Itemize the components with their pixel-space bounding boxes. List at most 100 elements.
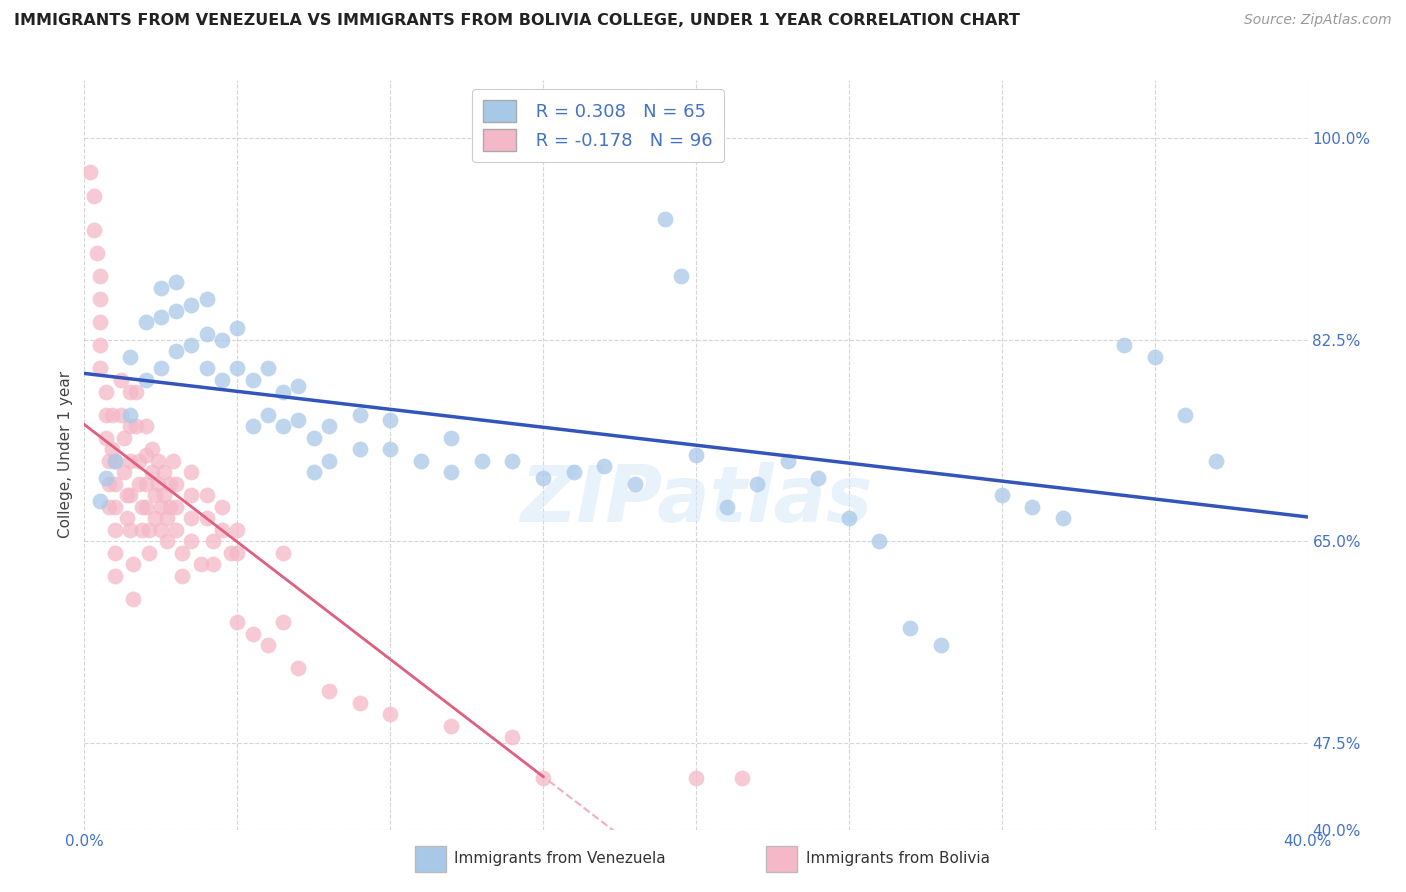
- Point: [211, 523, 233, 537]
- Point: [226, 546, 249, 560]
- Point: [440, 719, 463, 733]
- Point: [135, 315, 157, 329]
- Text: Immigrants from Venezuela: Immigrants from Venezuela: [454, 852, 666, 866]
- Point: [97, 500, 120, 514]
- Point: [1052, 511, 1074, 525]
- Point: [112, 465, 135, 479]
- Point: [531, 771, 554, 785]
- Point: [101, 408, 124, 422]
- Point: [125, 384, 148, 399]
- Point: [1143, 350, 1166, 364]
- Point: [94, 431, 117, 445]
- Point: [271, 615, 294, 629]
- Point: [271, 419, 294, 434]
- Point: [89, 361, 111, 376]
- Point: [128, 476, 150, 491]
- Point: [120, 408, 142, 422]
- Point: [302, 431, 325, 445]
- Point: [195, 488, 218, 502]
- Point: [349, 696, 371, 710]
- Point: [146, 476, 169, 491]
- Point: [153, 465, 176, 479]
- Point: [502, 453, 524, 467]
- Point: [149, 500, 172, 514]
- Point: [89, 315, 111, 329]
- Point: [318, 684, 340, 698]
- Point: [502, 731, 524, 745]
- Point: [776, 453, 799, 467]
- Point: [120, 523, 142, 537]
- Point: [287, 378, 309, 392]
- Point: [685, 448, 707, 462]
- Text: Source: ZipAtlas.com: Source: ZipAtlas.com: [1244, 13, 1392, 28]
- Point: [149, 361, 172, 376]
- Point: [1174, 408, 1197, 422]
- Point: [120, 453, 142, 467]
- Point: [380, 707, 402, 722]
- Point: [211, 333, 233, 347]
- Point: [180, 298, 202, 312]
- Point: [380, 413, 402, 427]
- Point: [172, 546, 194, 560]
- Point: [471, 453, 494, 467]
- Point: [318, 453, 340, 467]
- Point: [349, 442, 371, 457]
- Point: [165, 344, 187, 359]
- Point: [180, 511, 202, 525]
- Point: [143, 488, 166, 502]
- Point: [120, 384, 142, 399]
- Point: [135, 448, 157, 462]
- Point: [165, 303, 187, 318]
- Point: [138, 546, 160, 560]
- Point: [120, 419, 142, 434]
- Point: [104, 476, 127, 491]
- Point: [138, 523, 160, 537]
- Point: [165, 476, 187, 491]
- Point: [807, 471, 830, 485]
- Point: [195, 511, 218, 525]
- Point: [226, 361, 249, 376]
- Point: [731, 771, 754, 785]
- Point: [97, 453, 120, 467]
- Point: [135, 419, 157, 434]
- Point: [89, 494, 111, 508]
- Point: [201, 558, 224, 572]
- Point: [159, 500, 181, 514]
- Point: [112, 431, 135, 445]
- Legend:  R = 0.308   N = 65,  R = -0.178   N = 96: R = 0.308 N = 65, R = -0.178 N = 96: [472, 89, 724, 162]
- Point: [89, 338, 111, 352]
- Point: [89, 269, 111, 284]
- Point: [242, 373, 264, 387]
- Point: [149, 523, 172, 537]
- Point: [135, 476, 157, 491]
- Point: [257, 361, 280, 376]
- Point: [747, 476, 769, 491]
- Point: [104, 500, 127, 514]
- Point: [180, 338, 202, 352]
- Point: [110, 373, 132, 387]
- Point: [89, 293, 111, 307]
- Text: ZIPatlas: ZIPatlas: [520, 462, 872, 538]
- Point: [669, 269, 692, 284]
- Point: [79, 165, 101, 179]
- Point: [929, 638, 952, 652]
- Point: [104, 546, 127, 560]
- Point: [156, 534, 179, 549]
- Point: [409, 453, 432, 467]
- Point: [195, 361, 218, 376]
- Point: [257, 638, 280, 652]
- Point: [83, 188, 105, 202]
- Point: [94, 384, 117, 399]
- Point: [226, 321, 249, 335]
- Point: [1205, 453, 1227, 467]
- Point: [180, 465, 202, 479]
- Point: [531, 471, 554, 485]
- Point: [211, 500, 233, 514]
- Point: [287, 661, 309, 675]
- Point: [104, 569, 127, 583]
- Point: [593, 459, 616, 474]
- Point: [562, 465, 585, 479]
- Point: [120, 488, 142, 502]
- Point: [165, 500, 187, 514]
- Point: [685, 771, 707, 785]
